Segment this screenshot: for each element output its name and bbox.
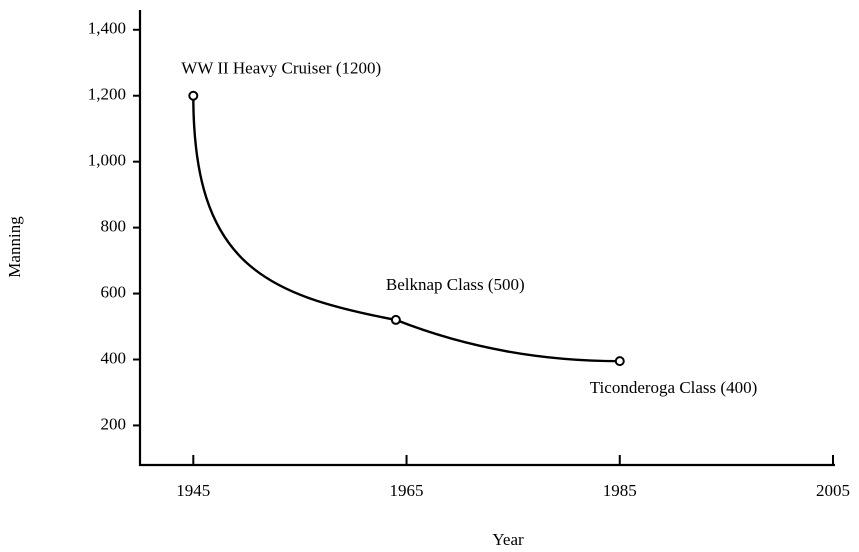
annotation: Belknap Class (500) [386,275,525,294]
x-tick-label: 2005 [816,481,850,500]
y-tick-label: 600 [101,282,127,301]
series-line [192,95,620,363]
y-tick-label: 200 [101,414,127,433]
annotation: WW II Heavy Cruiser (1200) [181,59,381,78]
y-axis-label: Manning [5,216,24,278]
data-point [390,314,401,325]
y-tick-label: 800 [101,217,127,236]
y-tick-label: 1,400 [88,19,126,38]
x-axis-label: Year [492,530,524,549]
x-tick-label: 1985 [603,481,637,500]
annotation: Ticonderoga Class (400) [590,378,757,397]
y-tick-label: 1,000 [88,151,126,170]
data-point [614,356,625,367]
x-tick-label: 1945 [176,481,210,500]
y-tick-label: 1,200 [88,85,126,104]
y-tick-label: 400 [101,348,127,367]
data-point [188,90,199,101]
x-tick-label: 1965 [390,481,424,500]
